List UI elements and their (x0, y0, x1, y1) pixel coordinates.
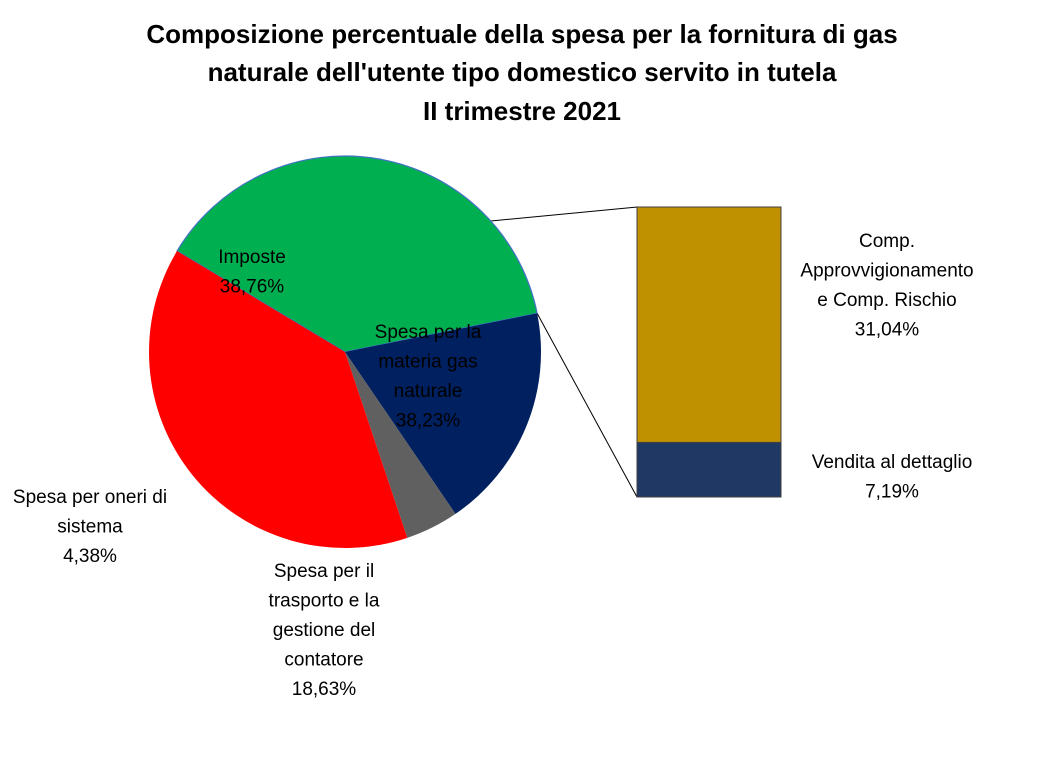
slice-label-1: Spesa per il trasporto e la gestione del co… (269, 561, 380, 700)
breakdown-label-1-value: 7,19% (865, 482, 919, 503)
slice-label-1-text: gestione del (273, 620, 375, 641)
breakdown-label-0-value: 31,04% (855, 320, 920, 341)
breakdown-bar (636, 206, 782, 498)
slice-label-0-text: naturale (394, 381, 463, 402)
slice-label-2: Spesa per oneri di sistema 4,38% (13, 487, 167, 567)
pie-slice-imposte (149, 251, 408, 548)
slice-label-0: Spesa per la materia gas naturale 38,23% (375, 322, 482, 432)
slice-label-1-text: Spesa per il (274, 561, 374, 582)
breakdown-label-0-text: e Comp. Rischio (817, 290, 956, 311)
breakdown-label-0-text: Comp. (859, 231, 915, 252)
chart-title-line-2: naturale dell'utente tipo domestico serv… (208, 57, 837, 87)
slice-label-3-text: Imposte (218, 247, 286, 268)
chart-title-line-1: Composizione percentuale della spesa per… (146, 19, 897, 49)
connector-line-bottom (536, 313, 638, 498)
slice-label-0-text: materia gas (378, 352, 477, 373)
breakdown-label-1-text: Vendita al dettaglio (812, 452, 973, 473)
slice-label-0-text: Spesa per la (375, 322, 482, 343)
pie-slice-spesa-per-la-materia-gas-naturale (176, 155, 538, 353)
breakdown-label-0: Comp. Approvvigionamento e Comp. Rischio 31… (800, 231, 973, 341)
pie-slice-spesa-per-il-trasporto-e-la-gestione-del-contatore (345, 313, 541, 514)
slice-label-2-text: sistema (57, 517, 123, 538)
chart-title: Composizione percentuale della spesa per… (146, 19, 897, 126)
breakdown-label-0-text: Approvvigionamento (800, 261, 973, 282)
slice-label-0-value: 38,23% (396, 411, 461, 432)
bar-segment-vendita-al-dettaglio (636, 441, 782, 498)
slice-label-2-text: Spesa per oneri di (13, 487, 167, 508)
breakdown-label-1: Vendita al dettaglio 7,19% (812, 452, 973, 503)
slice-label-1-text: trasporto e la (269, 591, 380, 612)
pie-slice-spesa-per-oneri-di-sistema (345, 352, 456, 538)
bar-segment-comp-approvvigionamento-e-comp-rischio (636, 206, 782, 443)
slice-label-1-value: 18,63% (292, 679, 357, 700)
slice-label-1-text: contatore (284, 650, 363, 671)
pie (149, 155, 541, 548)
chart-title-line-3: II trimestre 2021 (423, 96, 621, 126)
slice-label-2-value: 4,38% (63, 546, 117, 567)
slice-label-3: Imposte 38,76% (218, 247, 286, 298)
slice-label-3-value: 38,76% (220, 277, 285, 298)
